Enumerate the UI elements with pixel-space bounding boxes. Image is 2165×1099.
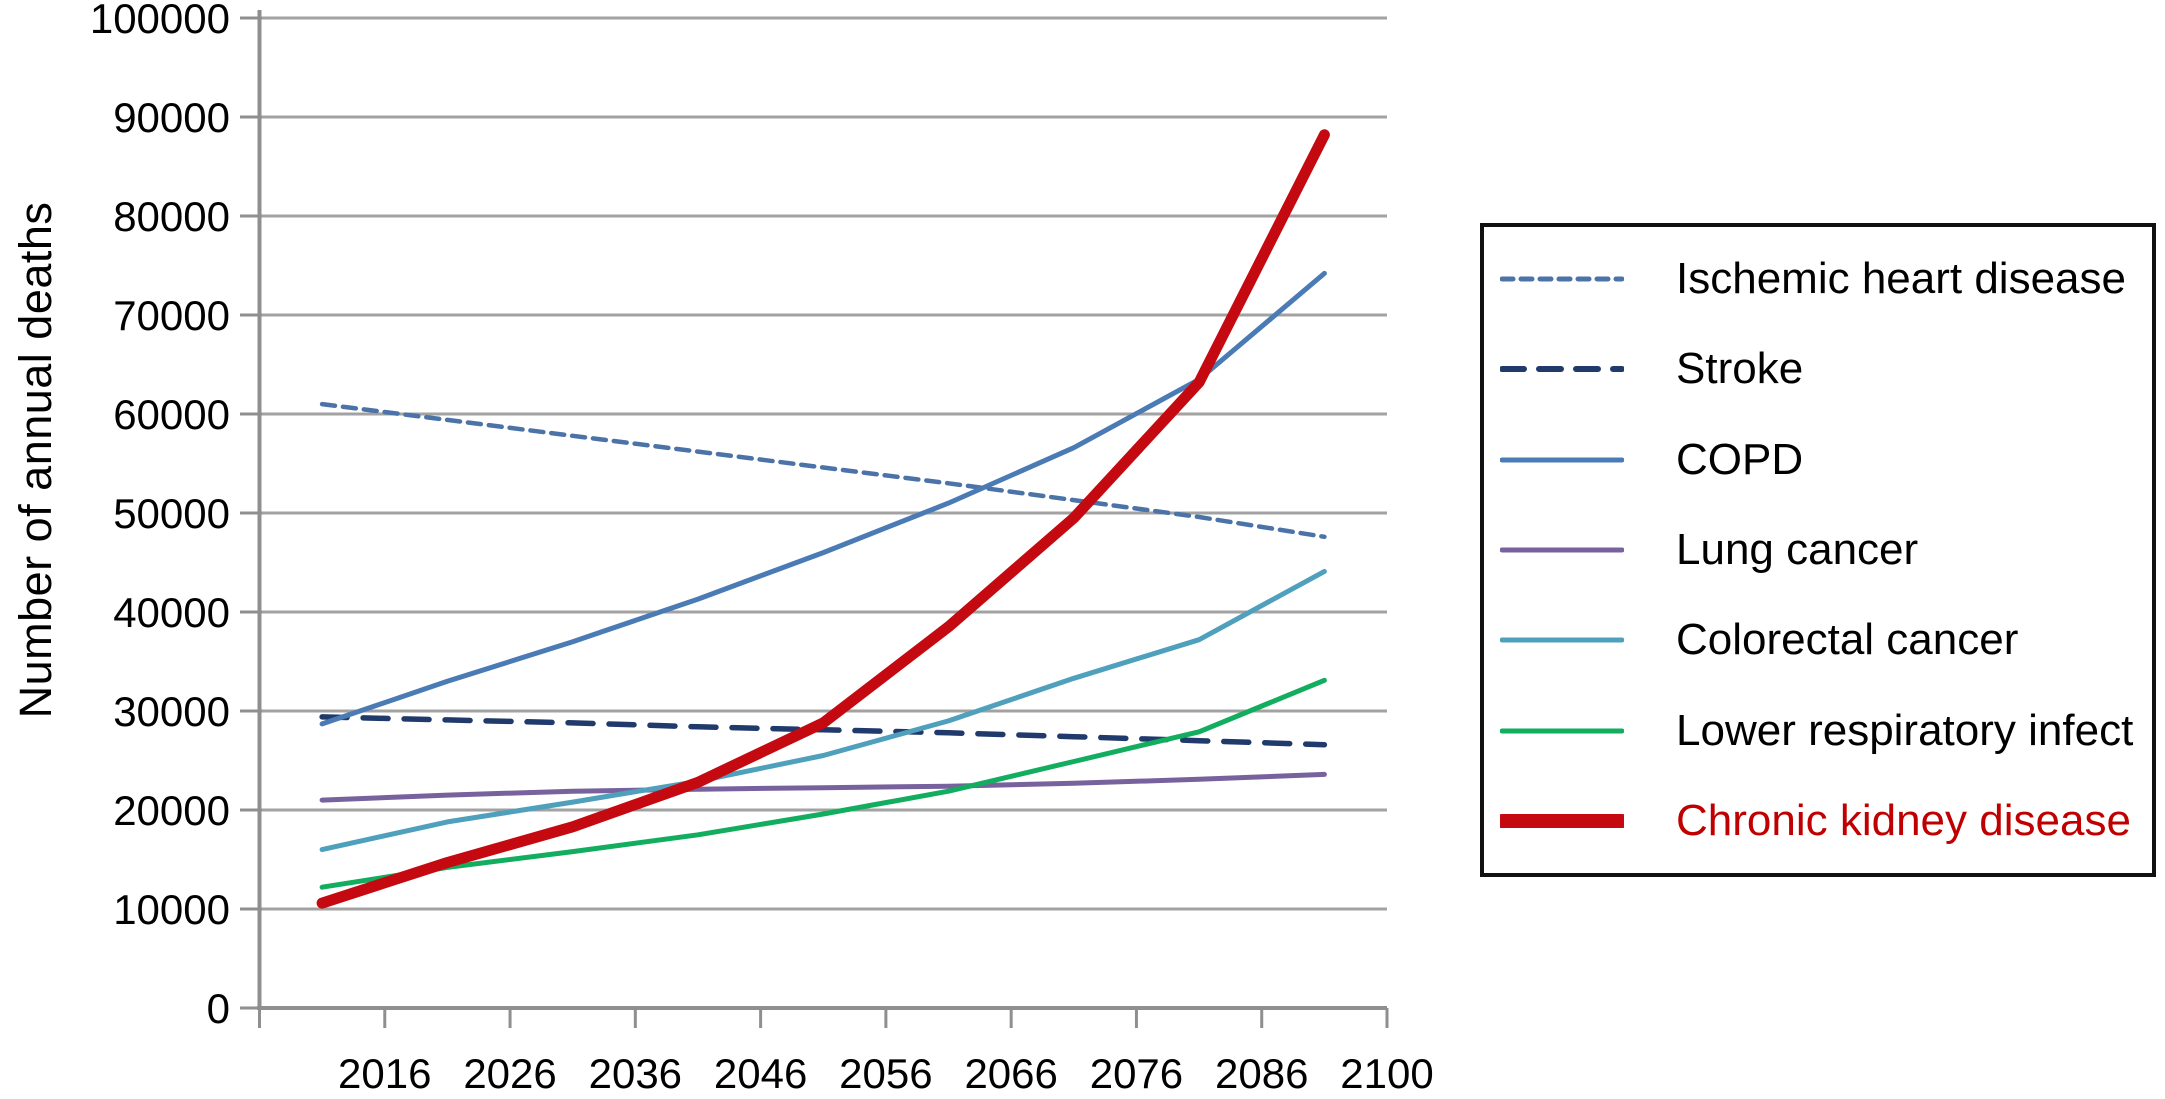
legend-item-colorectal-cancer: Colorectal cancer bbox=[1500, 612, 2142, 668]
legend-swatch-stroke bbox=[1500, 366, 1624, 373]
x-tick-label: 2100 bbox=[1340, 1050, 1433, 1097]
legend-label: Ischemic heart disease bbox=[1676, 254, 2126, 303]
legend-swatch-ischemic-heart-disease bbox=[1500, 276, 1624, 282]
series-line-colorectal-cancer bbox=[319, 568, 1327, 853]
series-line-lower-respiratory-infect bbox=[319, 677, 1327, 890]
x-tick-label: 2046 bbox=[714, 1050, 807, 1097]
x-tick-label: 2056 bbox=[839, 1050, 932, 1097]
x-tick-label: 2016 bbox=[338, 1050, 431, 1097]
y-axis-title: Number of annual deaths bbox=[10, 201, 61, 719]
y-tick-label: 100000 bbox=[90, 0, 230, 42]
legend-label: COPD bbox=[1676, 434, 1804, 484]
y-tick-label: 10000 bbox=[113, 886, 230, 933]
legend-label: Lung cancer bbox=[1676, 524, 1919, 574]
legend-item-chronic-kidney-disease: Chronic kidney disease bbox=[1500, 793, 2142, 849]
legend-swatch-copd bbox=[1500, 457, 1624, 463]
series-line-ischemic-heart-disease bbox=[319, 401, 1327, 540]
legend-label: Chronic kidney disease bbox=[1676, 795, 2131, 845]
legend-swatch-colorectal-cancer bbox=[1500, 637, 1624, 643]
y-tick-label: 30000 bbox=[113, 688, 230, 735]
legend-item-lung-cancer: Lung cancer bbox=[1500, 522, 2142, 578]
legend-item-copd: COPD bbox=[1500, 432, 2142, 488]
x-tick-label: 2076 bbox=[1090, 1050, 1183, 1097]
y-tick-label: 0 bbox=[207, 985, 230, 1032]
legend-item-lower-respiratory-infect: Lower respiratory infect bbox=[1500, 703, 2142, 759]
legend-label: Stroke bbox=[1676, 344, 1804, 394]
y-tick-label: 20000 bbox=[113, 787, 230, 834]
y-tick-label: 50000 bbox=[113, 490, 230, 537]
legend: Ischemic heart disease Stroke COPD Lung can… bbox=[1480, 223, 2156, 877]
series-line-chronic-kidney-disease bbox=[316, 129, 1330, 909]
legend-item-ischemic-heart-disease: Ischemic heart disease bbox=[1500, 251, 2142, 307]
y-tick-label: 40000 bbox=[113, 589, 230, 636]
series-line-lung-cancer bbox=[319, 771, 1327, 803]
legend-swatch-lung-cancer bbox=[1500, 547, 1624, 553]
legend-item-stroke: Stroke bbox=[1500, 341, 2142, 397]
legend-label: Colorectal cancer bbox=[1676, 615, 2019, 665]
y-tick-label: 70000 bbox=[113, 292, 230, 339]
series-line-copd bbox=[319, 270, 1327, 727]
legend-swatch-lower-respiratory-infect bbox=[1500, 728, 1624, 734]
y-tick-label: 80000 bbox=[113, 193, 230, 240]
x-tick-label: 2086 bbox=[1215, 1050, 1308, 1097]
legend-swatch-chronic-kidney-disease bbox=[1500, 813, 1624, 828]
x-tick-label: 2026 bbox=[463, 1050, 556, 1097]
legend-label: Lower respiratory infect bbox=[1676, 705, 2134, 755]
y-tick-label: 60000 bbox=[113, 391, 230, 438]
x-tick-label: 2066 bbox=[964, 1050, 1057, 1097]
y-tick-label: 90000 bbox=[113, 94, 230, 141]
x-tick-label: 2036 bbox=[589, 1050, 682, 1097]
